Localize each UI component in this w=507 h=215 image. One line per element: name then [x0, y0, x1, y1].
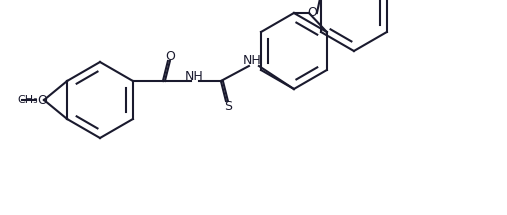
Text: NH: NH	[185, 69, 203, 83]
Text: S: S	[224, 100, 232, 114]
Text: NH: NH	[242, 54, 261, 68]
Text: CH₃: CH₃	[17, 95, 38, 105]
Text: O: O	[307, 6, 317, 20]
Text: O: O	[37, 94, 47, 106]
Text: O: O	[165, 49, 175, 63]
